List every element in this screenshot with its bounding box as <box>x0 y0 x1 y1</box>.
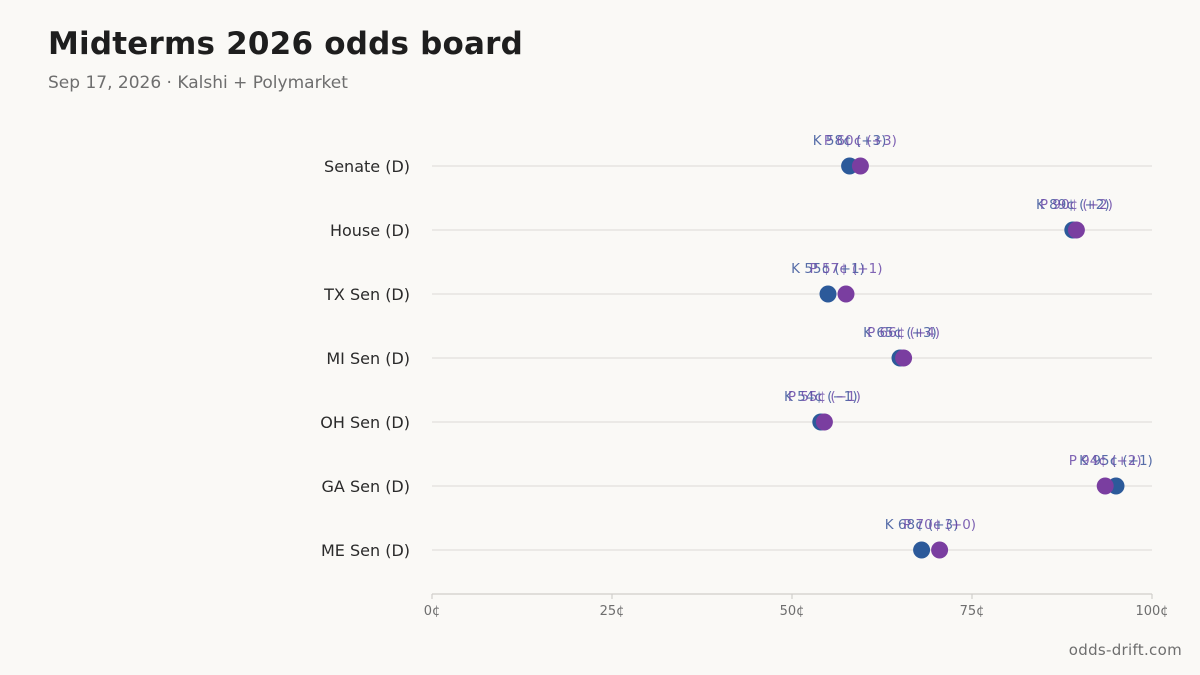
x-tick-label: 25¢ <box>600 604 625 619</box>
row-label: GA Sen (D) <box>322 477 410 496</box>
polymarket-point <box>895 349 913 367</box>
page-subtitle: Sep 17, 2026 · Kalshi + Polymarket <box>48 73 348 93</box>
data-label: K 68¢ (+3) <box>885 517 959 533</box>
data-label: P 57¢ (+1) <box>810 261 883 277</box>
polymarket-point <box>1096 477 1114 495</box>
data-label: K 55¢ (+1) <box>791 261 865 277</box>
data-label: K 65¢ (+3) <box>863 325 937 341</box>
x-tick-label: 50¢ <box>780 604 805 619</box>
data-label: P 94¢ (+2) <box>1069 453 1142 469</box>
data-label: K 58¢ (+3) <box>813 133 887 149</box>
page-title: Midterms 2026 odds board <box>48 26 524 62</box>
data-label: P 90¢ (+2) <box>1040 197 1113 213</box>
x-tick-label: 75¢ <box>960 604 985 619</box>
row-label: MI Sen (D) <box>326 349 410 368</box>
source-credit: odds-drift.com <box>1068 641 1182 659</box>
x-tick-label: 0¢ <box>424 604 441 619</box>
x-tick-label: 100¢ <box>1135 604 1168 619</box>
polymarket-point <box>851 157 869 175</box>
row-label: TX Sen (D) <box>323 285 410 304</box>
polymarket-point <box>837 285 855 303</box>
data-label: P 60¢ (+3) <box>824 133 897 149</box>
row-label: Senate (D) <box>324 157 410 176</box>
row-label: OH Sen (D) <box>320 413 410 432</box>
data-label: P 55¢ (−1) <box>788 389 861 405</box>
row-label: House (D) <box>330 221 410 240</box>
polymarket-point <box>815 413 833 431</box>
kalshi-point <box>819 285 837 303</box>
polymarket-point <box>1067 221 1085 239</box>
data-label: P 70¢ (+0) <box>903 517 976 533</box>
polymarket-point <box>931 541 949 559</box>
data-label: P 66¢ (+4) <box>867 325 940 341</box>
kalshi-point <box>913 541 931 559</box>
data-label: K 89¢ (+2) <box>1036 197 1110 213</box>
data-label: K 54¢ (−1) <box>784 389 858 405</box>
data-label: K 95¢ (+1) <box>1079 453 1153 469</box>
row-label: ME Sen (D) <box>321 541 410 560</box>
